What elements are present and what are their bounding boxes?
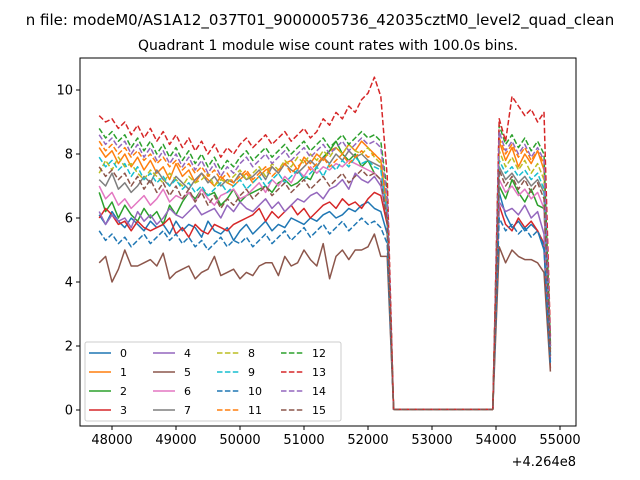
legend-label-5: 5 bbox=[184, 366, 191, 379]
x-tick-label: 50000 bbox=[219, 433, 260, 448]
legend-label-4: 4 bbox=[184, 347, 191, 360]
legend-label-2: 2 bbox=[120, 385, 127, 398]
axes-frame bbox=[79, 57, 577, 427]
x-axis: 48000 49000 50000 51000 52000 53000 54000 55000 bbox=[91, 426, 581, 448]
y-tick-label: 4 bbox=[65, 276, 73, 291]
plot-title: Quadrant 1 module wise count rates with … bbox=[138, 38, 518, 54]
legend-label-6: 6 bbox=[184, 385, 191, 398]
legend-box bbox=[84, 341, 342, 422]
x-tick-label: 54000 bbox=[475, 433, 516, 448]
y-tick-label: 2 bbox=[65, 340, 73, 355]
legend-label-15: 15 bbox=[312, 404, 326, 417]
series-line-15 bbox=[98, 166, 552, 411]
series-line-14 bbox=[98, 130, 552, 411]
y-tick-label: 0 bbox=[65, 404, 73, 419]
series-layer bbox=[98, 76, 552, 411]
legend-label-9: 9 bbox=[248, 366, 255, 379]
x-tick-label: 55000 bbox=[539, 433, 580, 448]
legend-label-8: 8 bbox=[248, 347, 255, 360]
legend-label-0: 0 bbox=[120, 347, 127, 360]
series-line-11 bbox=[98, 137, 552, 411]
figure-suptitle: n file: modeM0/AS1A12_037T01_9000005736_… bbox=[26, 11, 615, 30]
x-offset-label: +4.264e8 bbox=[512, 455, 576, 470]
legend-label-3: 3 bbox=[120, 404, 127, 417]
y-tick-label: 8 bbox=[65, 148, 73, 163]
x-tick-label: 51000 bbox=[283, 433, 324, 448]
y-tick-label: 6 bbox=[65, 212, 73, 227]
y-axis: 0 2 4 6 8 10 bbox=[56, 84, 80, 419]
legend-label-14: 14 bbox=[312, 385, 326, 398]
y-tick-label: 10 bbox=[56, 84, 73, 99]
x-tick-label: 48000 bbox=[91, 433, 132, 448]
x-tick-label: 52000 bbox=[347, 433, 388, 448]
legend-label-7: 7 bbox=[184, 404, 191, 417]
legend-label-1: 1 bbox=[120, 366, 127, 379]
x-tick-label: 49000 bbox=[155, 433, 196, 448]
legend-label-12: 12 bbox=[312, 347, 326, 360]
legend-label-13: 13 bbox=[312, 366, 326, 379]
x-tick-label: 53000 bbox=[411, 433, 452, 448]
legend-label-11: 11 bbox=[248, 404, 262, 417]
legend-label-10: 10 bbox=[248, 385, 262, 398]
